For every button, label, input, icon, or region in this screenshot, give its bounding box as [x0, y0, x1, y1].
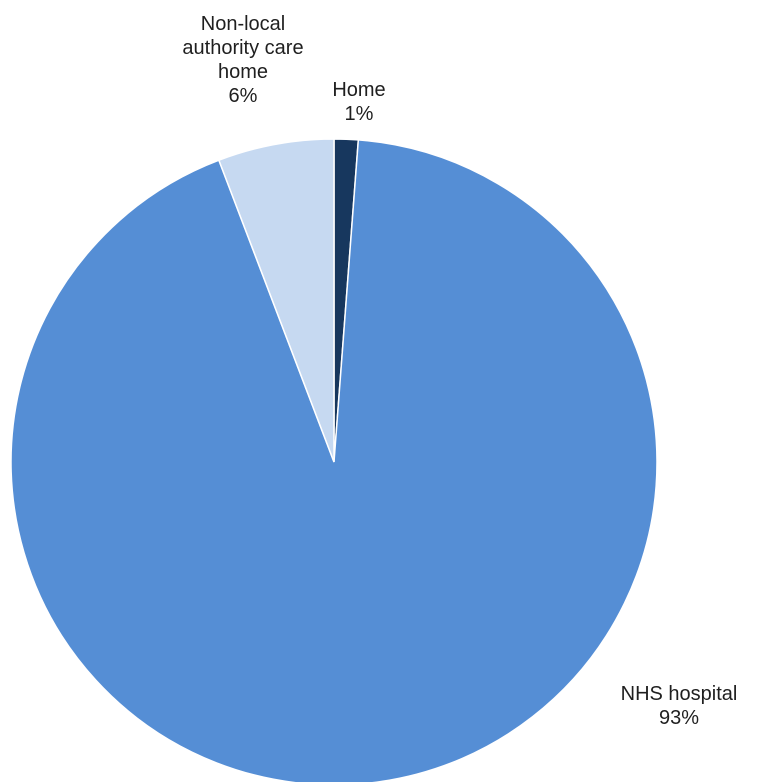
data-label-nhs-hospital: NHS hospital 93% [621, 683, 738, 729]
pie-slices [10, 138, 658, 782]
data-label-home: Home 1% [332, 79, 385, 125]
pie-labels: Home 1% NHS hospital 93% Non-local authority … [182, 13, 737, 729]
pie-slice-non-local-authority-care-home [217, 138, 335, 463]
data-label-non-local-authority-care-home: Non-local authority care home 6% [182, 13, 303, 107]
